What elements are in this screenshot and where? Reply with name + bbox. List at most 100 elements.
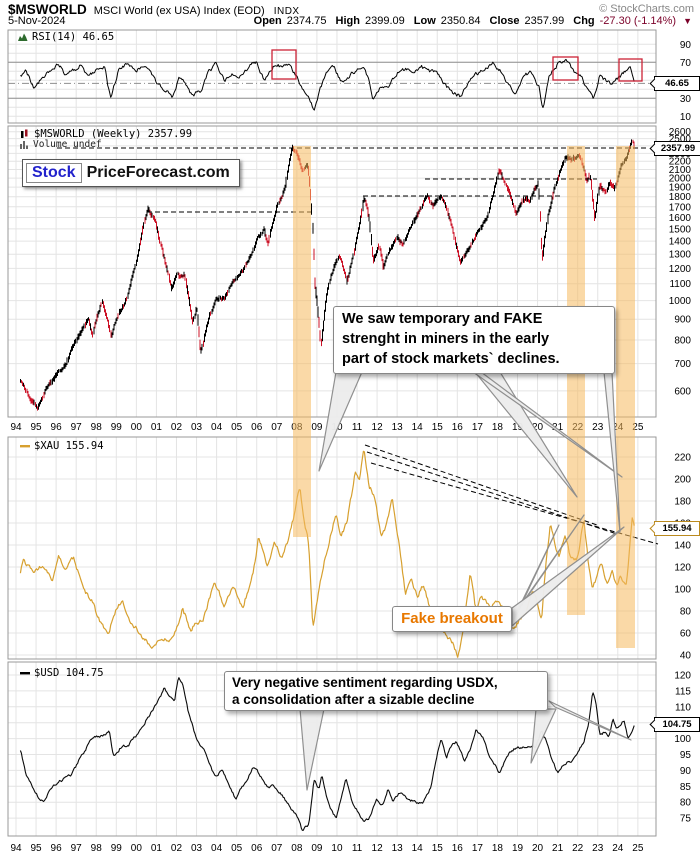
svg-text:07: 07	[271, 843, 283, 854]
svg-text:00: 00	[131, 422, 143, 433]
svg-text:11: 11	[352, 843, 363, 854]
svg-text:15: 15	[432, 422, 444, 433]
svg-text:09: 09	[311, 422, 323, 433]
open-label: Open	[253, 15, 282, 27]
svg-text:100: 100	[674, 734, 691, 745]
rsi-value-box: 46.65	[654, 76, 700, 91]
svg-text:23: 23	[592, 843, 604, 854]
svg-text:01: 01	[151, 422, 163, 433]
quote-date: 5-Nov-2024	[8, 15, 66, 27]
candlestick-mini-icon	[21, 129, 28, 138]
high-label: High	[335, 15, 360, 27]
svg-text:95: 95	[30, 843, 42, 854]
svg-text:02: 02	[171, 422, 183, 433]
svg-text:07: 07	[271, 422, 283, 433]
svg-text:115: 115	[675, 686, 691, 697]
svg-text:1300: 1300	[669, 250, 692, 261]
svg-text:04: 04	[211, 422, 223, 433]
svg-text:99: 99	[111, 843, 123, 854]
usd-sentiment-callout: Very negative sentiment regarding USDX, …	[224, 671, 548, 711]
svg-text:17: 17	[472, 843, 484, 854]
svg-text:1000: 1000	[669, 296, 692, 307]
svg-text:95: 95	[680, 750, 692, 761]
xau-panel-label: $XAU 155.94	[20, 440, 104, 452]
svg-text:04: 04	[211, 843, 223, 854]
rsi-panel-label: RSI(14) 46.65	[18, 31, 114, 43]
high-value: 2399.09	[364, 15, 405, 27]
svg-text:80: 80	[680, 607, 692, 618]
svg-text:17: 17	[472, 422, 484, 433]
symbol-title: $MSWORLD	[8, 2, 87, 17]
svg-text:1400: 1400	[669, 237, 692, 248]
svg-text:03: 03	[191, 843, 203, 854]
svg-text:02: 02	[171, 843, 183, 854]
down-arrow-icon: ▼	[683, 16, 692, 26]
svg-text:15: 15	[432, 843, 444, 854]
svg-text:98: 98	[91, 422, 103, 433]
svg-text:70: 70	[680, 58, 692, 69]
svg-text:19: 19	[512, 422, 524, 433]
chg-value: -27.30 (-1.14%)	[599, 15, 677, 27]
svg-text:14: 14	[412, 843, 424, 854]
logo-priceforecast-text: PriceForecast.com	[86, 164, 230, 181]
svg-text:94: 94	[10, 843, 22, 854]
svg-text:10: 10	[680, 112, 692, 123]
close-label: Close	[489, 15, 520, 27]
exchange-label: INDX	[273, 6, 300, 17]
svg-text:16: 16	[452, 422, 464, 433]
svg-text:98: 98	[91, 843, 103, 854]
svg-text:1800: 1800	[669, 192, 692, 203]
svg-text:40: 40	[680, 651, 692, 662]
svg-text:99: 99	[111, 422, 123, 433]
svg-text:14: 14	[412, 422, 424, 433]
symbol-description: MSCI World (ex USA) Index (EOD)	[93, 5, 265, 17]
svg-text:96: 96	[51, 422, 63, 433]
svg-text:21: 21	[552, 422, 564, 433]
svg-text:06: 06	[251, 422, 263, 433]
svg-text:95: 95	[30, 422, 42, 433]
svg-text:06: 06	[251, 843, 263, 854]
svg-text:1600: 1600	[669, 213, 692, 224]
open-value: 2374.75	[286, 15, 327, 27]
svg-text:1100: 1100	[669, 279, 691, 290]
svg-text:110: 110	[675, 702, 691, 713]
stockcharts-copyright: © StockCharts.com	[599, 3, 694, 15]
svg-text:20: 20	[532, 422, 544, 433]
svg-text:96: 96	[51, 843, 63, 854]
svg-text:120: 120	[674, 563, 691, 574]
svg-text:09: 09	[311, 843, 323, 854]
svg-text:700: 700	[674, 359, 691, 370]
svg-text:20: 20	[532, 843, 544, 854]
svg-text:1200: 1200	[669, 264, 692, 275]
low-label: Low	[413, 15, 436, 27]
svg-text:1500: 1500	[669, 224, 692, 235]
svg-text:180: 180	[674, 497, 691, 508]
svg-text:12: 12	[372, 422, 384, 433]
svg-text:120: 120	[674, 671, 691, 682]
fake-breakout-callout: Fake breakout	[392, 606, 512, 632]
ohlc-quote: Open 2374.75 High 2399.09 Low 2350.84 Cl…	[254, 15, 692, 27]
svg-text:97: 97	[71, 422, 83, 433]
quote-bar: 5-Nov-2024 Open 2374.75 High 2399.09 Low…	[8, 15, 692, 28]
svg-text:03: 03	[191, 422, 203, 433]
svg-text:22: 22	[572, 843, 584, 854]
svg-text:11: 11	[352, 422, 363, 433]
usd-line-icon	[20, 672, 30, 675]
svg-text:10: 10	[331, 843, 343, 854]
svg-text:100: 100	[674, 585, 691, 596]
svg-text:2500: 2500	[669, 134, 692, 145]
svg-text:16: 16	[452, 843, 464, 854]
svg-text:05: 05	[231, 422, 243, 433]
rsi-mini-icon	[18, 33, 28, 41]
svg-text:25: 25	[632, 843, 644, 854]
svg-text:800: 800	[674, 336, 691, 347]
svg-text:900: 900	[674, 315, 691, 326]
svg-text:200: 200	[674, 475, 691, 486]
low-value: 2350.84	[440, 15, 481, 27]
svg-text:13: 13	[392, 422, 404, 433]
xau-value-box: 155.94	[654, 521, 700, 536]
svg-text:18: 18	[492, 422, 504, 433]
svg-text:05: 05	[231, 843, 243, 854]
svg-text:90: 90	[680, 766, 692, 777]
